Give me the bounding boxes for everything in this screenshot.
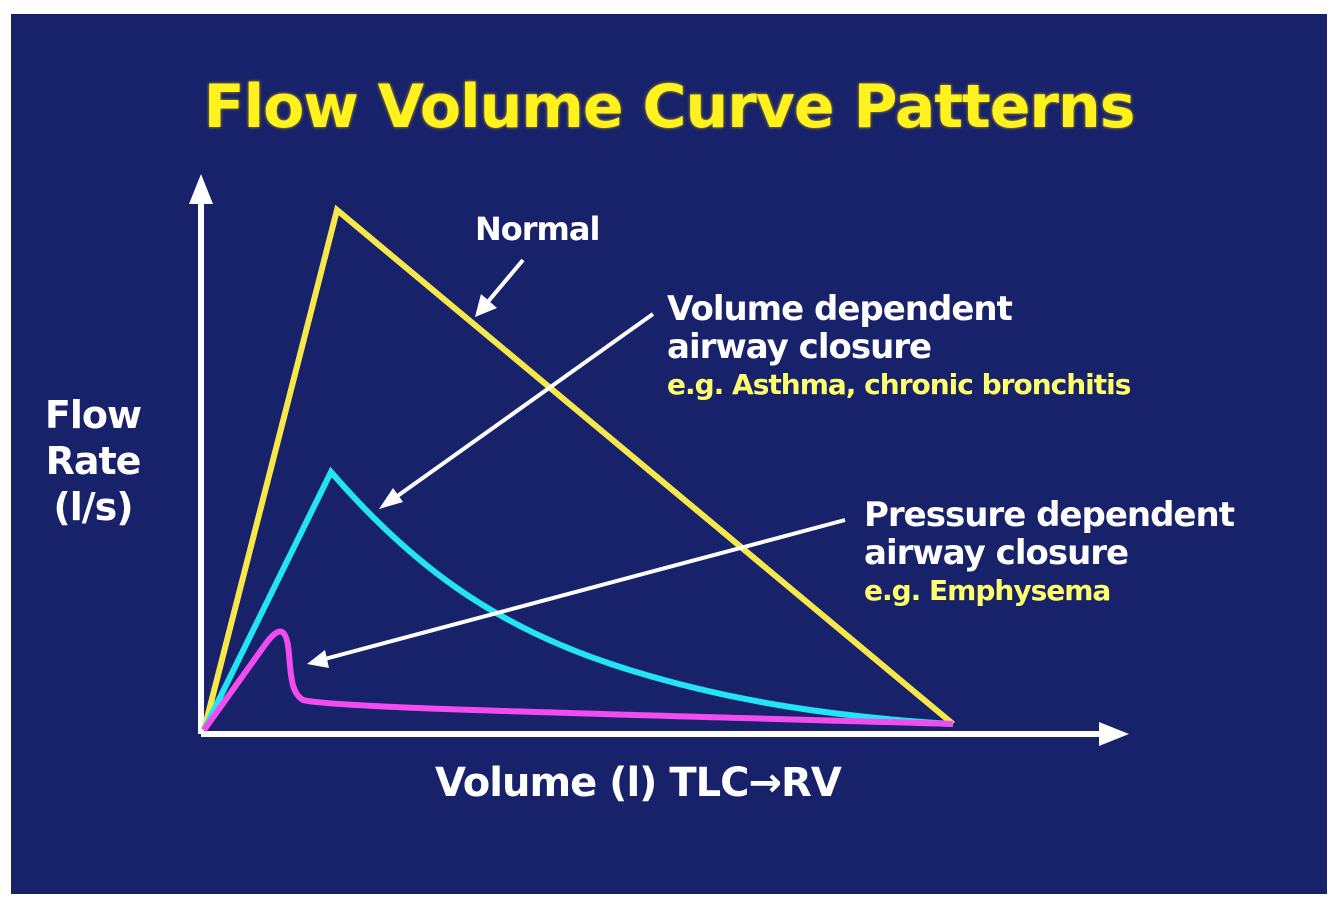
- x-axis-arrowhead: [1099, 722, 1129, 746]
- volume-dependent-curve: [201, 466, 954, 732]
- y-axis-label: Flow Rate (l/s): [33, 392, 153, 530]
- pressure-dependent-curve: [201, 628, 954, 732]
- y-axis-label-line-3: (l/s): [53, 485, 133, 529]
- volume-dependent-title-line-1: Volume dependent: [667, 289, 1013, 329]
- volume-dependent-pointer-arrowhead: [379, 488, 403, 509]
- slide: Flow Volume Curve Patterns Flow Rate (l/…: [11, 14, 1327, 894]
- x-axis-label: Volume (l) TLC→RV: [435, 760, 842, 806]
- flow-volume-diagram: [189, 174, 1129, 746]
- volume-dependent-annotation: Volume dependent airway closure e.g. Ast…: [667, 289, 1131, 404]
- pressure-dependent-title-line-1: Pressure dependent: [864, 495, 1235, 535]
- volume-dependent-example: e.g. Asthma, chronic bronchitis: [667, 368, 1131, 401]
- y-axis-label-line-1: Flow: [44, 393, 142, 437]
- pressure-dependent-example: e.g. Emphysema: [864, 574, 1111, 607]
- slide-title: Flow Volume Curve Patterns: [203, 72, 1136, 142]
- normal-curve: [201, 204, 955, 731]
- pressure-dependent-title-line-2: airway closure: [864, 533, 1129, 573]
- normal-label: Normal: [475, 210, 600, 248]
- volume-dependent-pointer-arrow: [387, 312, 655, 504]
- pressure-dependent-pointer-arrowhead: [307, 650, 329, 668]
- y-axis-arrowhead: [189, 174, 213, 204]
- volume-dependent-title-line-2: airway closure: [667, 327, 932, 367]
- normal-pointer-arrowhead: [475, 294, 497, 317]
- pressure-dependent-pointer-arrow: [320, 518, 846, 662]
- y-axis-label-line-2: Rate: [45, 439, 142, 483]
- pressure-dependent-annotation: Pressure dependent airway closure e.g. E…: [864, 495, 1235, 610]
